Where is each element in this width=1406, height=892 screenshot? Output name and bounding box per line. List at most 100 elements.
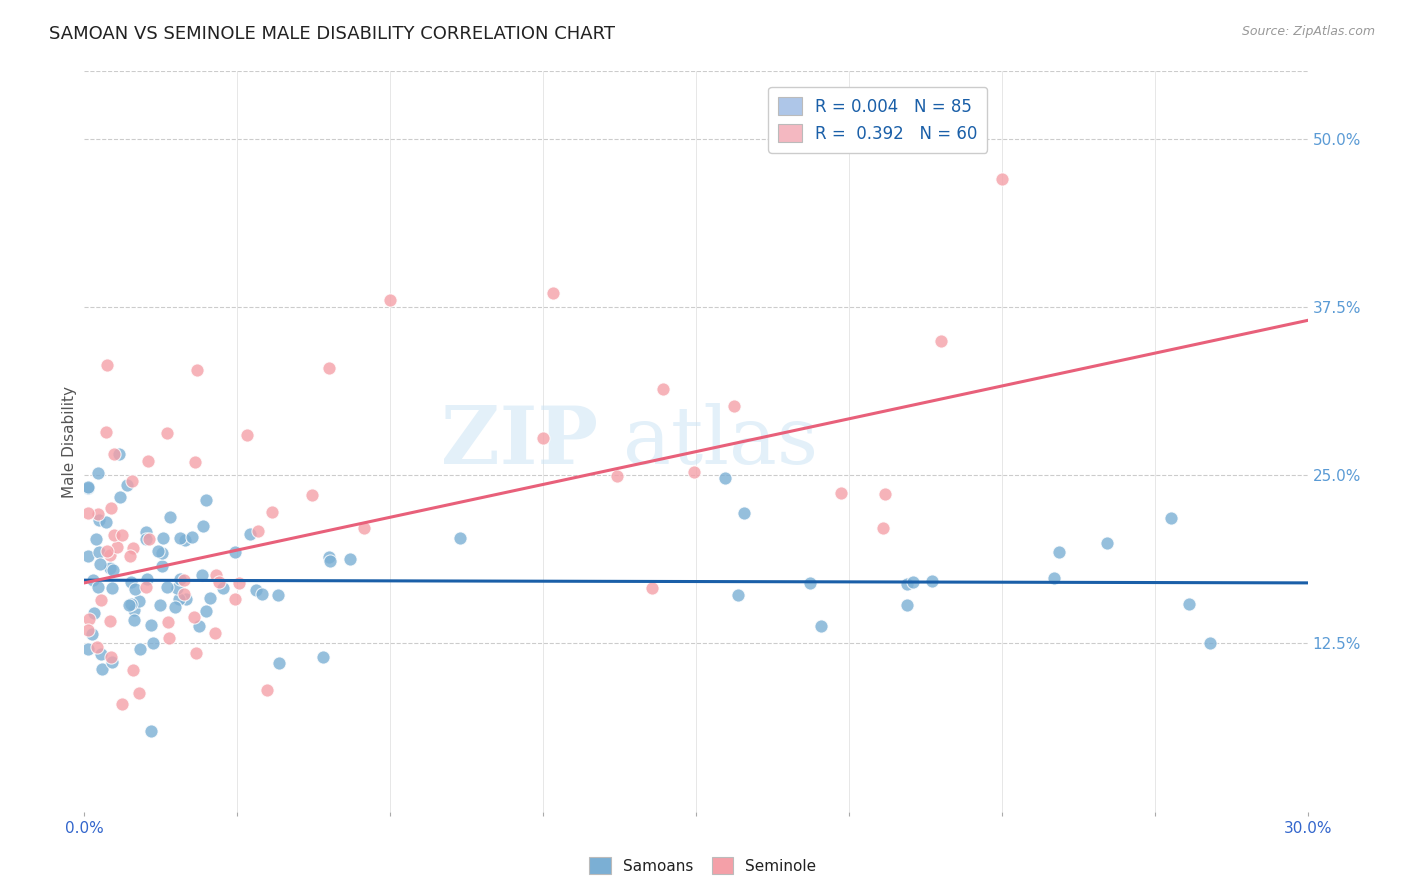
Point (353, 521, 375, 535)
Point (269, 656, 291, 670)
Point (531, 431, 554, 445)
Point (86, 640, 108, 654)
Point (183, 609, 205, 624)
Point (84, 532, 107, 546)
Point (208, 574, 231, 589)
Point (174, 533, 197, 547)
Point (96, 515, 118, 529)
Point (146, 544, 169, 558)
Point (135, 532, 157, 546)
Point (683, 465, 706, 479)
Point (714, 470, 737, 484)
Point (89, 557, 111, 571)
Point (100, 561, 122, 575)
Point (89, 513, 111, 527)
Point (101, 581, 124, 595)
Point (1047, 545, 1070, 559)
Point (727, 588, 749, 602)
Point (191, 519, 214, 533)
Point (169, 572, 191, 586)
Point (136, 454, 159, 468)
Point (195, 493, 218, 508)
Point (896, 599, 918, 613)
Legend: Samoans, Seminole: Samoans, Seminole (583, 851, 823, 880)
Point (87, 580, 110, 594)
Point (183, 455, 205, 469)
Point (830, 486, 852, 500)
Point (191, 567, 214, 582)
Point (128, 686, 150, 700)
Point (91, 662, 114, 676)
Point (156, 426, 179, 441)
Point (1160, 511, 1182, 525)
Point (188, 619, 211, 633)
Point (100, 500, 122, 515)
Point (799, 576, 821, 591)
Point (380, 293, 402, 308)
Point (96, 544, 118, 558)
Point (100, 649, 122, 664)
Point (318, 360, 340, 375)
Point (98, 614, 121, 628)
Point (239, 527, 262, 541)
Point (246, 524, 269, 538)
Legend: R = 0.004   N = 85, R =  0.392   N = 60: R = 0.004 N = 85, R = 0.392 N = 60 (768, 87, 987, 153)
Point (266, 588, 288, 602)
Point (543, 286, 565, 301)
Point (991, 172, 1014, 186)
Point (169, 532, 191, 546)
Point (212, 581, 235, 595)
Point (90, 648, 112, 662)
Point (921, 574, 943, 589)
Point (77, 506, 100, 520)
Point (149, 599, 172, 613)
Point (810, 619, 832, 633)
Point (312, 649, 335, 664)
Point (87, 508, 110, 522)
Point (128, 593, 150, 607)
Point (156, 580, 179, 594)
Point (138, 532, 160, 546)
Text: Source: ZipAtlas.com: Source: ZipAtlas.com (1241, 25, 1375, 38)
Point (157, 631, 180, 645)
Point (872, 521, 894, 535)
Point (339, 551, 361, 566)
Point (318, 554, 340, 568)
Point (124, 582, 146, 597)
Point (150, 546, 173, 560)
Point (929, 334, 952, 348)
Point (1198, 636, 1220, 650)
Point (77, 612, 100, 626)
Point (250, 587, 273, 601)
Point (449, 531, 471, 545)
Point (120, 574, 142, 589)
Point (115, 478, 138, 492)
Point (896, 577, 918, 591)
Point (77, 623, 100, 637)
Point (167, 592, 190, 607)
Point (651, 382, 673, 396)
Point (90, 592, 112, 607)
Point (224, 545, 246, 559)
Text: ZIP: ZIP (441, 402, 598, 481)
Point (135, 525, 157, 540)
Point (83, 606, 105, 620)
Point (1043, 571, 1066, 585)
Point (260, 505, 283, 519)
Text: atlas: atlas (623, 402, 818, 481)
Point (173, 574, 195, 588)
Point (166, 582, 188, 596)
Point (150, 559, 173, 574)
Point (256, 683, 278, 698)
Point (204, 626, 226, 640)
Point (205, 568, 228, 582)
Point (108, 447, 131, 461)
Point (77, 642, 100, 657)
Point (733, 506, 755, 520)
Point (723, 399, 745, 413)
Point (105, 540, 128, 554)
Point (122, 541, 145, 556)
Point (301, 488, 323, 502)
Point (186, 363, 208, 377)
Point (142, 636, 165, 650)
